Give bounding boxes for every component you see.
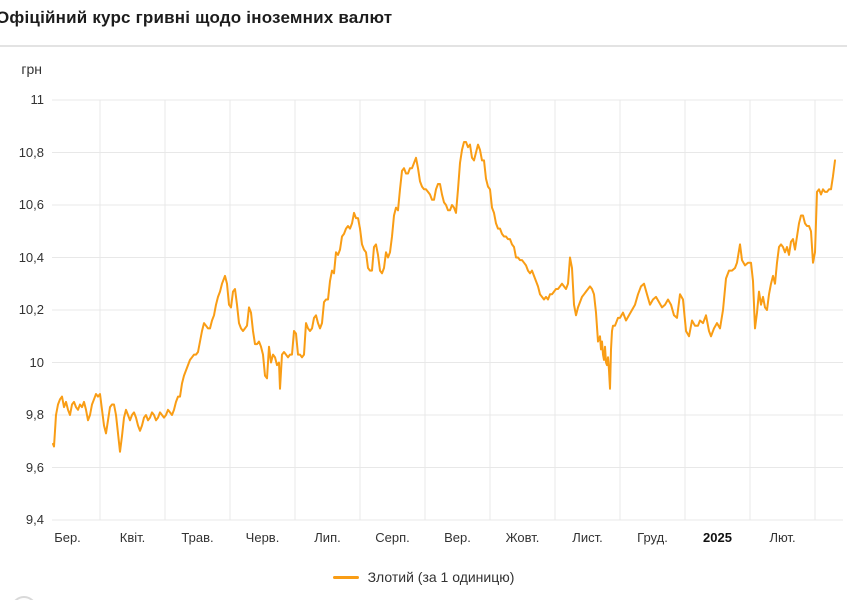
y-tick-label: 9,4 bbox=[25, 512, 44, 527]
legend-item-label: Злотий (за 1 одиницю) bbox=[367, 569, 515, 585]
y-axis-unit-label: грн bbox=[21, 61, 42, 77]
legend-line-swatch-icon bbox=[332, 575, 359, 579]
x-tick-label: Бер. bbox=[54, 530, 81, 545]
chart-gridlines bbox=[52, 99, 843, 521]
x-tick-label: Вер. bbox=[444, 530, 471, 545]
y-tick-label: 10,4 bbox=[18, 249, 44, 265]
y-tick-label: 10,6 bbox=[18, 197, 44, 212]
x-tick-label: Груд. bbox=[637, 530, 668, 545]
x-tick-label: Лип. bbox=[314, 530, 341, 545]
legend-item-zloty[interactable]: Злотий (за 1 одиницю) bbox=[332, 569, 515, 585]
y-tick-label: 10,8 bbox=[18, 144, 44, 160]
page-title: Офіційний курс гривні щодо іноземних вал… bbox=[0, 8, 393, 27]
x-tick-label: Лют. bbox=[769, 530, 796, 545]
series-line-zloty bbox=[52, 141, 836, 453]
header-divider bbox=[0, 45, 847, 47]
legend: Злотий (за 1 одиницю) bbox=[0, 566, 847, 588]
x-tick-label: Черв. bbox=[245, 530, 280, 545]
y-tick-label: 9,8 bbox=[25, 407, 44, 422]
x-tick-label: 2025 bbox=[703, 530, 732, 545]
y-tick-label: 9,6 bbox=[25, 459, 44, 475]
x-tick-label: Серп. bbox=[375, 530, 410, 545]
x-tick-label: Квіт. bbox=[119, 530, 146, 545]
y-tick-label: 10,2 bbox=[18, 302, 44, 317]
y-tick-label: 11 bbox=[30, 92, 45, 107]
x-tick-label: Лист. bbox=[572, 530, 603, 545]
y-tick-label: 10 bbox=[29, 354, 44, 370]
x-tick-label: Жовт. bbox=[505, 530, 540, 545]
x-tick-label: Трав. bbox=[181, 530, 214, 545]
